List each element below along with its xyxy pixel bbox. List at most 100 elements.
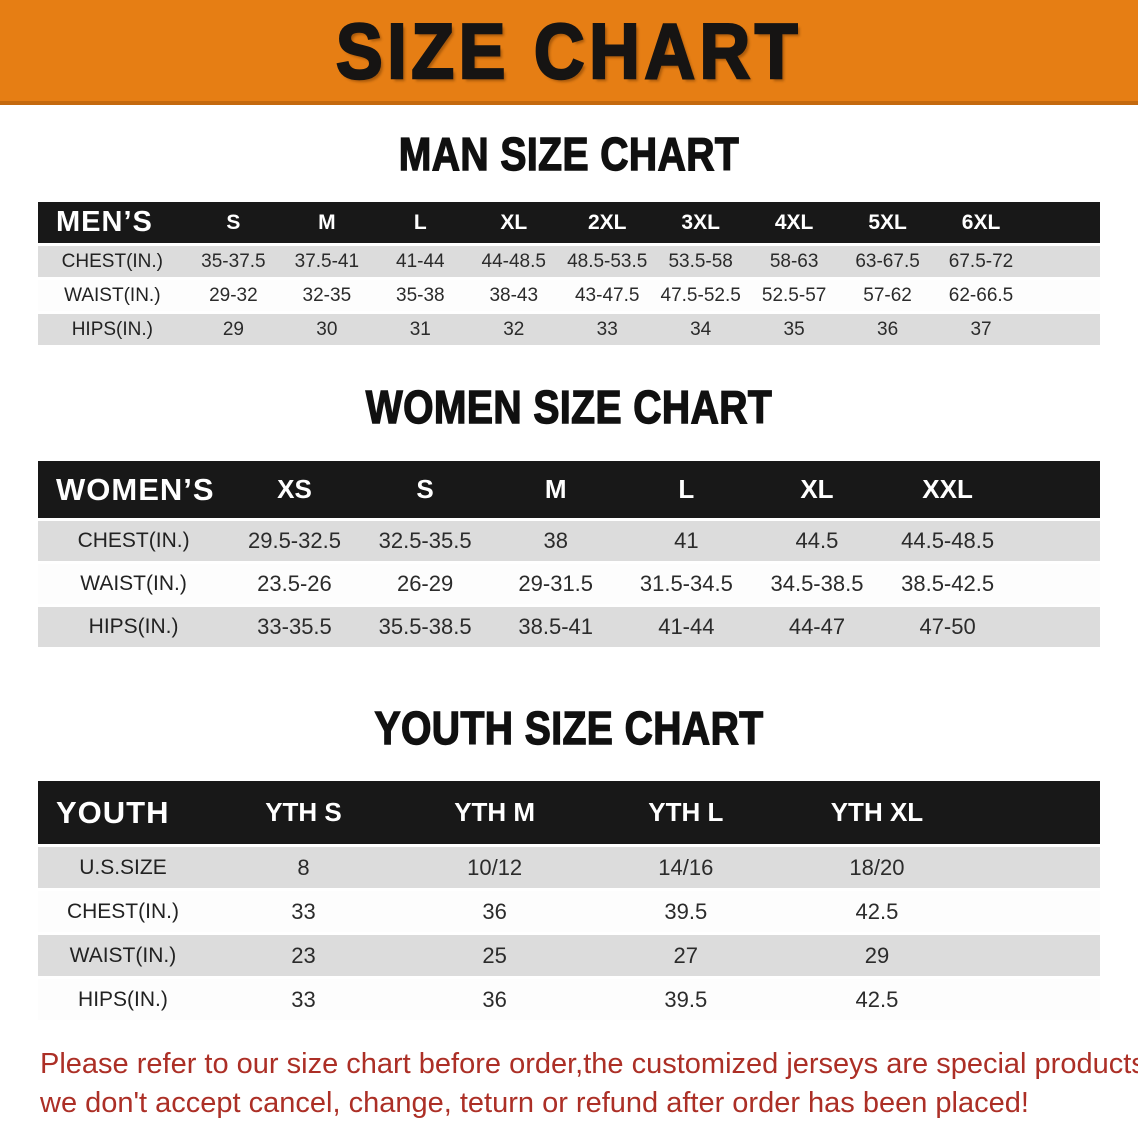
size-column-header: M xyxy=(490,461,622,518)
size-column-header: XS xyxy=(229,461,360,518)
measurement-value: 29-32 xyxy=(186,280,281,311)
measurement-row: CHEST(IN.) 33 36 39.5 42.5 xyxy=(38,891,1100,932)
spacer-cell xyxy=(1027,246,1100,277)
measurement-row: CHEST(IN.) 35-37.5 37.5-41 41-44 44-48.5 48.5… xyxy=(38,246,1100,277)
table-title-cell: MEN’S xyxy=(38,202,187,243)
measurement-label: WAIST(IN.) xyxy=(38,280,187,311)
measurement-value: 38.5-42.5 xyxy=(882,564,1013,604)
measurement-value: 36 xyxy=(399,891,591,932)
section-heading: YOUTH SIZE CHART xyxy=(374,702,764,754)
size-table: YOUTH YTH S YTH M YTH L YTH XL U.S.SIZE 8 10/1… xyxy=(38,778,1100,1023)
measurement-label: HIPS(IN.) xyxy=(38,314,187,345)
measurement-value: 33 xyxy=(207,891,400,932)
measurement-value: 33-35.5 xyxy=(229,607,360,647)
measurement-label: WAIST(IN.) xyxy=(38,564,230,604)
measurement-value: 62-66.5 xyxy=(934,280,1028,311)
size-column-header: L xyxy=(621,461,752,518)
measurement-label: CHEST(IN.) xyxy=(38,246,187,277)
size-section: YOUTH SIZE CHART YOUTH YTH S YTH M YTH L YTH… xyxy=(0,702,1138,1023)
measurement-value: 39.5 xyxy=(590,891,782,932)
measurement-row: WAIST(IN.) 23 25 27 29 xyxy=(38,935,1100,976)
measurement-value: 23 xyxy=(207,935,400,976)
measurement-label: HIPS(IN.) xyxy=(38,607,230,647)
table-header-row: WOMEN’S XS S M L XL XXL xyxy=(38,461,1100,518)
measurement-value: 26-29 xyxy=(359,564,491,604)
measurement-value: 33 xyxy=(207,979,400,1020)
banner: SIZE CHART xyxy=(0,0,1138,105)
measurement-value: 27 xyxy=(590,935,782,976)
size-chart-content: MAN SIZE CHART MEN’S S M L XL 2XL 3XL 4XL 5XL 6XL… xyxy=(0,128,1138,1023)
measurement-row: HIPS(IN.) 33 36 39.5 42.5 xyxy=(38,979,1100,1020)
size-section: WOMEN SIZE CHART WOMEN’S XS S M L XL XXL CHEST… xyxy=(0,381,1138,650)
measurement-label: CHEST(IN.) xyxy=(38,891,208,932)
size-column-header: S xyxy=(359,461,491,518)
measurement-value: 8 xyxy=(207,847,400,888)
measurement-value: 57-62 xyxy=(840,280,935,311)
measurement-value: 31 xyxy=(373,314,468,345)
measurement-value: 38.5-41 xyxy=(490,607,622,647)
size-column-header: XL xyxy=(467,202,561,243)
measurement-value: 38-43 xyxy=(467,280,561,311)
size-column-header: 4XL xyxy=(747,202,841,243)
measurement-value: 44-48.5 xyxy=(467,246,561,277)
measurement-value: 23.5-26 xyxy=(229,564,360,604)
measurement-value: 39.5 xyxy=(590,979,782,1020)
measurement-value: 37 xyxy=(934,314,1028,345)
measurement-label: U.S.SIZE xyxy=(38,847,208,888)
measurement-label: CHEST(IN.) xyxy=(38,521,230,561)
measurement-value: 44.5 xyxy=(751,521,883,561)
measurement-value: 53.5-58 xyxy=(653,246,748,277)
spacer-cell xyxy=(1012,564,1100,604)
size-column-header: 6XL xyxy=(934,202,1028,243)
table-body: U.S.SIZE 8 10/12 14/16 18/20 CHEST(IN.) 33 36 39… xyxy=(38,847,1100,1020)
measurement-value: 37.5-41 xyxy=(280,246,374,277)
measurement-value: 32-35 xyxy=(280,280,374,311)
measurement-value: 29.5-32.5 xyxy=(229,521,360,561)
measurement-row: U.S.SIZE 8 10/12 14/16 18/20 xyxy=(38,847,1100,888)
measurement-value: 42.5 xyxy=(781,979,973,1020)
measurement-value: 18/20 xyxy=(781,847,973,888)
table-header-row: YOUTH YTH S YTH M YTH L YTH XL xyxy=(38,781,1100,844)
section-heading: WOMEN SIZE CHART xyxy=(365,381,773,433)
measurement-row: WAIST(IN.) 29-32 32-35 35-38 38-43 43-47.5 47.… xyxy=(38,280,1100,311)
spacer-cell xyxy=(1027,202,1100,243)
measurement-row: HIPS(IN.) 33-35.5 35.5-38.5 38.5-41 41-44 44-… xyxy=(38,607,1100,647)
spacer-cell xyxy=(1012,521,1100,561)
size-column-header: 3XL xyxy=(653,202,748,243)
measurement-value: 44-47 xyxy=(751,607,883,647)
order-notice: Please refer to our size chart before or… xyxy=(0,1045,1138,1123)
measurement-value: 32 xyxy=(467,314,561,345)
size-column-header: YTH M xyxy=(399,781,591,844)
measurement-value: 10/12 xyxy=(399,847,591,888)
measurement-value: 29 xyxy=(186,314,281,345)
measurement-value: 44.5-48.5 xyxy=(882,521,1013,561)
measurement-value: 63-67.5 xyxy=(840,246,935,277)
measurement-value: 25 xyxy=(399,935,591,976)
measurement-value: 35.5-38.5 xyxy=(359,607,491,647)
section-heading: MAN SIZE CHART xyxy=(398,128,740,180)
size-column-header: M xyxy=(280,202,374,243)
measurement-value: 14/16 xyxy=(590,847,782,888)
measurement-value: 52.5-57 xyxy=(747,280,841,311)
spacer-cell xyxy=(1027,280,1100,311)
spacer-cell xyxy=(972,847,1100,888)
measurement-value: 35 xyxy=(747,314,841,345)
spacer-cell xyxy=(972,935,1100,976)
measurement-value: 38 xyxy=(490,521,622,561)
measurement-value: 41-44 xyxy=(373,246,468,277)
size-table: WOMEN’S XS S M L XL XXL CHEST(IN.) 29.5-32.5 32.… xyxy=(38,458,1100,650)
measurement-value: 43-47.5 xyxy=(560,280,654,311)
measurement-value: 58-63 xyxy=(747,246,841,277)
banner-title: SIZE CHART xyxy=(335,6,803,95)
size-column-header: YTH XL xyxy=(781,781,973,844)
measurement-value: 32.5-35.5 xyxy=(359,521,491,561)
measurement-value: 34 xyxy=(653,314,748,345)
table-header-row: MEN’S S M L XL 2XL 3XL 4XL 5XL 6XL xyxy=(38,202,1100,243)
size-column-header: 2XL xyxy=(560,202,654,243)
measurement-row: CHEST(IN.) 29.5-32.5 32.5-35.5 38 41 44.5 44.5… xyxy=(38,521,1100,561)
size-section: MAN SIZE CHART MEN’S S M L XL 2XL 3XL 4XL 5XL 6XL… xyxy=(0,128,1138,348)
measurement-value: 29 xyxy=(781,935,973,976)
size-column-header: L xyxy=(373,202,468,243)
measurement-value: 41 xyxy=(621,521,752,561)
